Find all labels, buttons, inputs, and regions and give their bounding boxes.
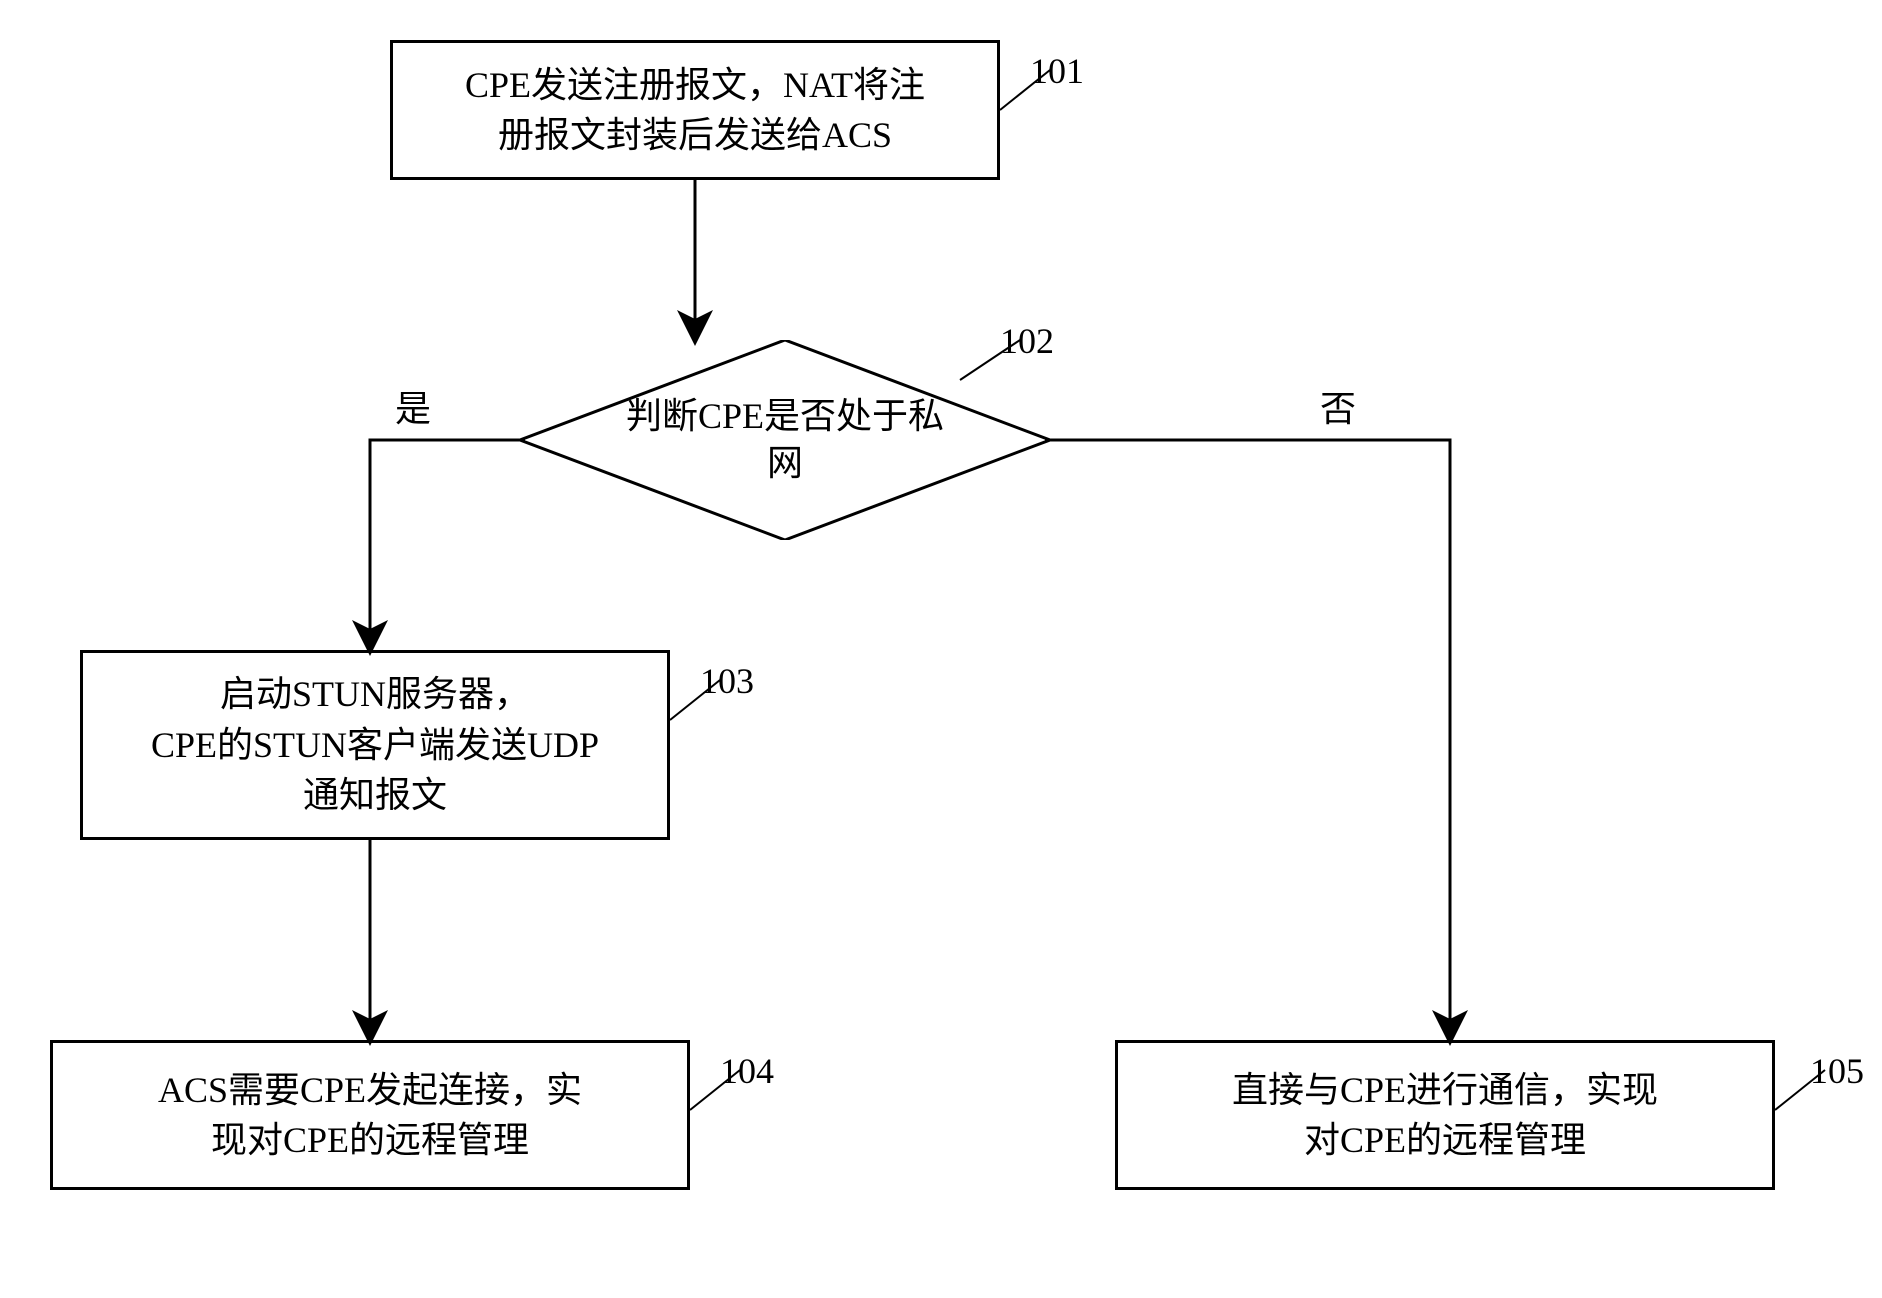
edge-102-103 — [370, 440, 525, 650]
flowchart-edges — [0, 0, 1882, 1298]
label-connector-104 — [690, 1070, 740, 1110]
flowchart-node-102: 判断CPE是否处于私网 — [520, 340, 1050, 540]
label-connector-103 — [670, 680, 720, 720]
node-102-text: 判断CPE是否处于私网 — [520, 340, 1050, 540]
edge-label-yes: 是 — [395, 380, 431, 432]
edge-label-no: 否 — [1320, 380, 1356, 432]
label-connector-101 — [1000, 70, 1050, 110]
edge-102-105 — [1045, 440, 1450, 1040]
label-connector-105 — [1775, 1070, 1825, 1110]
